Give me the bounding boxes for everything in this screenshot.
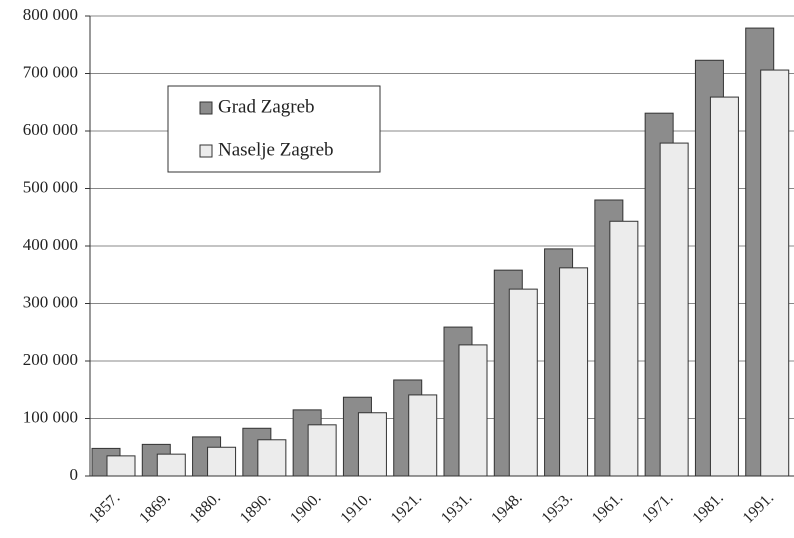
bar bbox=[106, 455, 136, 477]
bar bbox=[307, 424, 337, 477]
x-tick-label: 1948. bbox=[488, 489, 525, 526]
x-tick-label: 1880. bbox=[187, 489, 224, 526]
legend-label: Grad Zagreb bbox=[218, 96, 315, 117]
legend-label: Naselje Zagreb bbox=[218, 139, 334, 160]
x-tick-label: 1900. bbox=[287, 489, 324, 526]
bar bbox=[156, 453, 186, 477]
legend-swatch bbox=[199, 101, 213, 115]
bar bbox=[609, 220, 639, 477]
bar bbox=[408, 394, 438, 477]
x-tick-label: 1857. bbox=[86, 489, 123, 526]
bar bbox=[458, 344, 488, 477]
x-tick-label: 1931. bbox=[438, 489, 475, 526]
legend-box bbox=[167, 85, 381, 173]
y-tick-label: 600 000 bbox=[23, 120, 78, 139]
x-tick-label: 1971. bbox=[639, 489, 676, 526]
x-tick-label: 1981. bbox=[689, 489, 726, 526]
bar bbox=[257, 439, 287, 477]
y-tick-label: 400 000 bbox=[23, 235, 78, 254]
bar bbox=[709, 96, 739, 477]
bar bbox=[207, 446, 237, 477]
x-tick-label: 1961. bbox=[589, 489, 626, 526]
y-tick-label: 500 000 bbox=[23, 177, 78, 196]
legend-swatch bbox=[199, 144, 213, 158]
x-tick-label: 1991. bbox=[740, 489, 777, 526]
bar bbox=[357, 412, 387, 477]
y-tick-label: 100 000 bbox=[23, 407, 78, 426]
x-tick-label: 1910. bbox=[337, 489, 374, 526]
bar bbox=[659, 142, 689, 477]
x-tick-label: 1953. bbox=[539, 489, 576, 526]
bar bbox=[508, 288, 538, 477]
y-tick-label: 800 000 bbox=[23, 5, 78, 24]
x-tick-label: 1921. bbox=[388, 489, 425, 526]
y-tick-label: 0 bbox=[70, 465, 79, 484]
bar bbox=[559, 267, 589, 477]
x-tick-label: 1869. bbox=[136, 489, 173, 526]
y-tick-label: 300 000 bbox=[23, 292, 78, 311]
y-tick-label: 200 000 bbox=[23, 350, 78, 369]
bar bbox=[760, 69, 790, 477]
y-tick-label: 700 000 bbox=[23, 62, 78, 81]
x-tick-label: 1890. bbox=[237, 489, 274, 526]
